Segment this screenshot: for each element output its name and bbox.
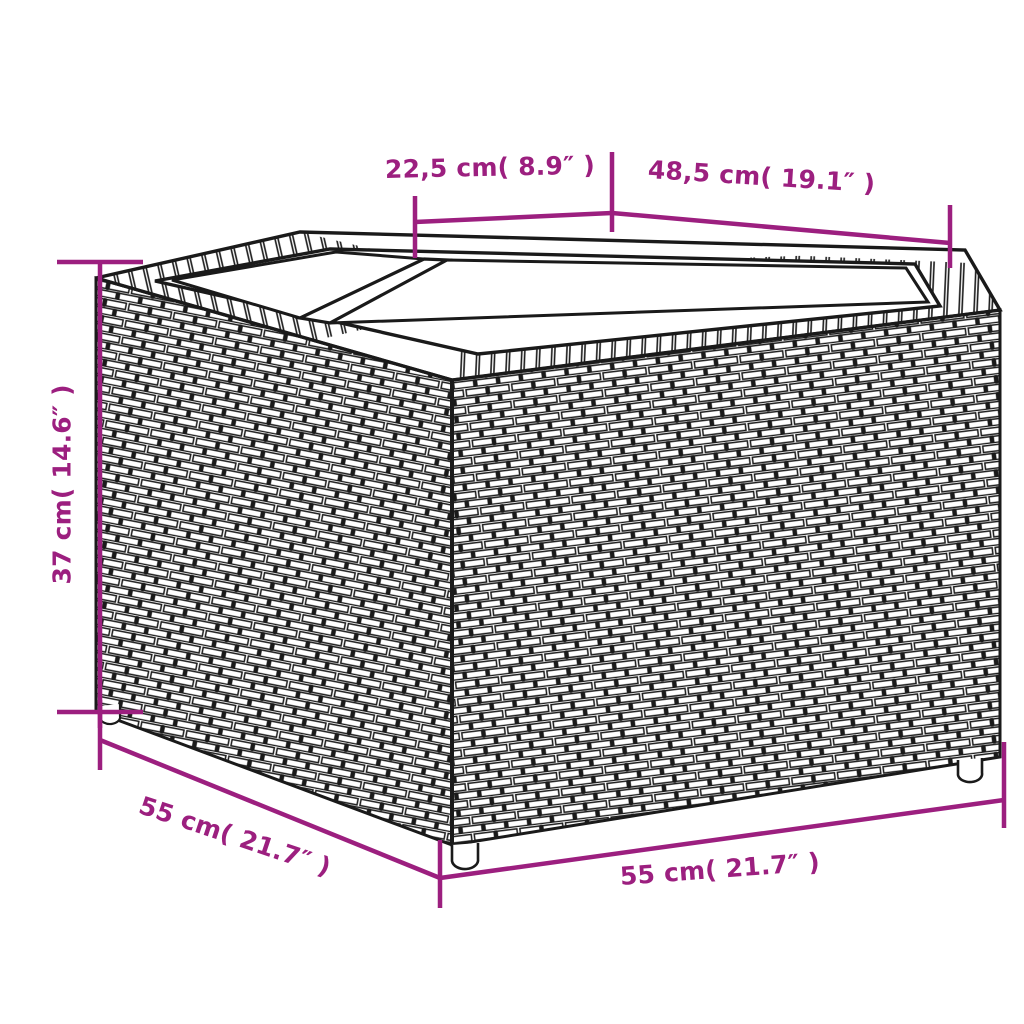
rim-thickness-line — [95, 276, 1001, 382]
dimension-label-height: 37 cm( 14.6″ ) — [47, 384, 77, 585]
dimline-width — [439, 797, 1005, 881]
side-face-weave — [96, 278, 452, 845]
front-face-weave — [452, 310, 1000, 845]
dimline-top-left — [414, 210, 613, 225]
dimension-annotations — [57, 152, 1007, 908]
rim-front-inner-line — [299, 301, 929, 325]
dimline-top-right — [611, 210, 951, 246]
dimline-depth — [99, 737, 441, 881]
foot-front-right — [956, 758, 984, 784]
dimension-label-top-left-panel: 22,5 cm( 8.9″ ) — [384, 150, 596, 184]
foot-front-left — [450, 843, 480, 871]
table-body — [94, 230, 1003, 871]
